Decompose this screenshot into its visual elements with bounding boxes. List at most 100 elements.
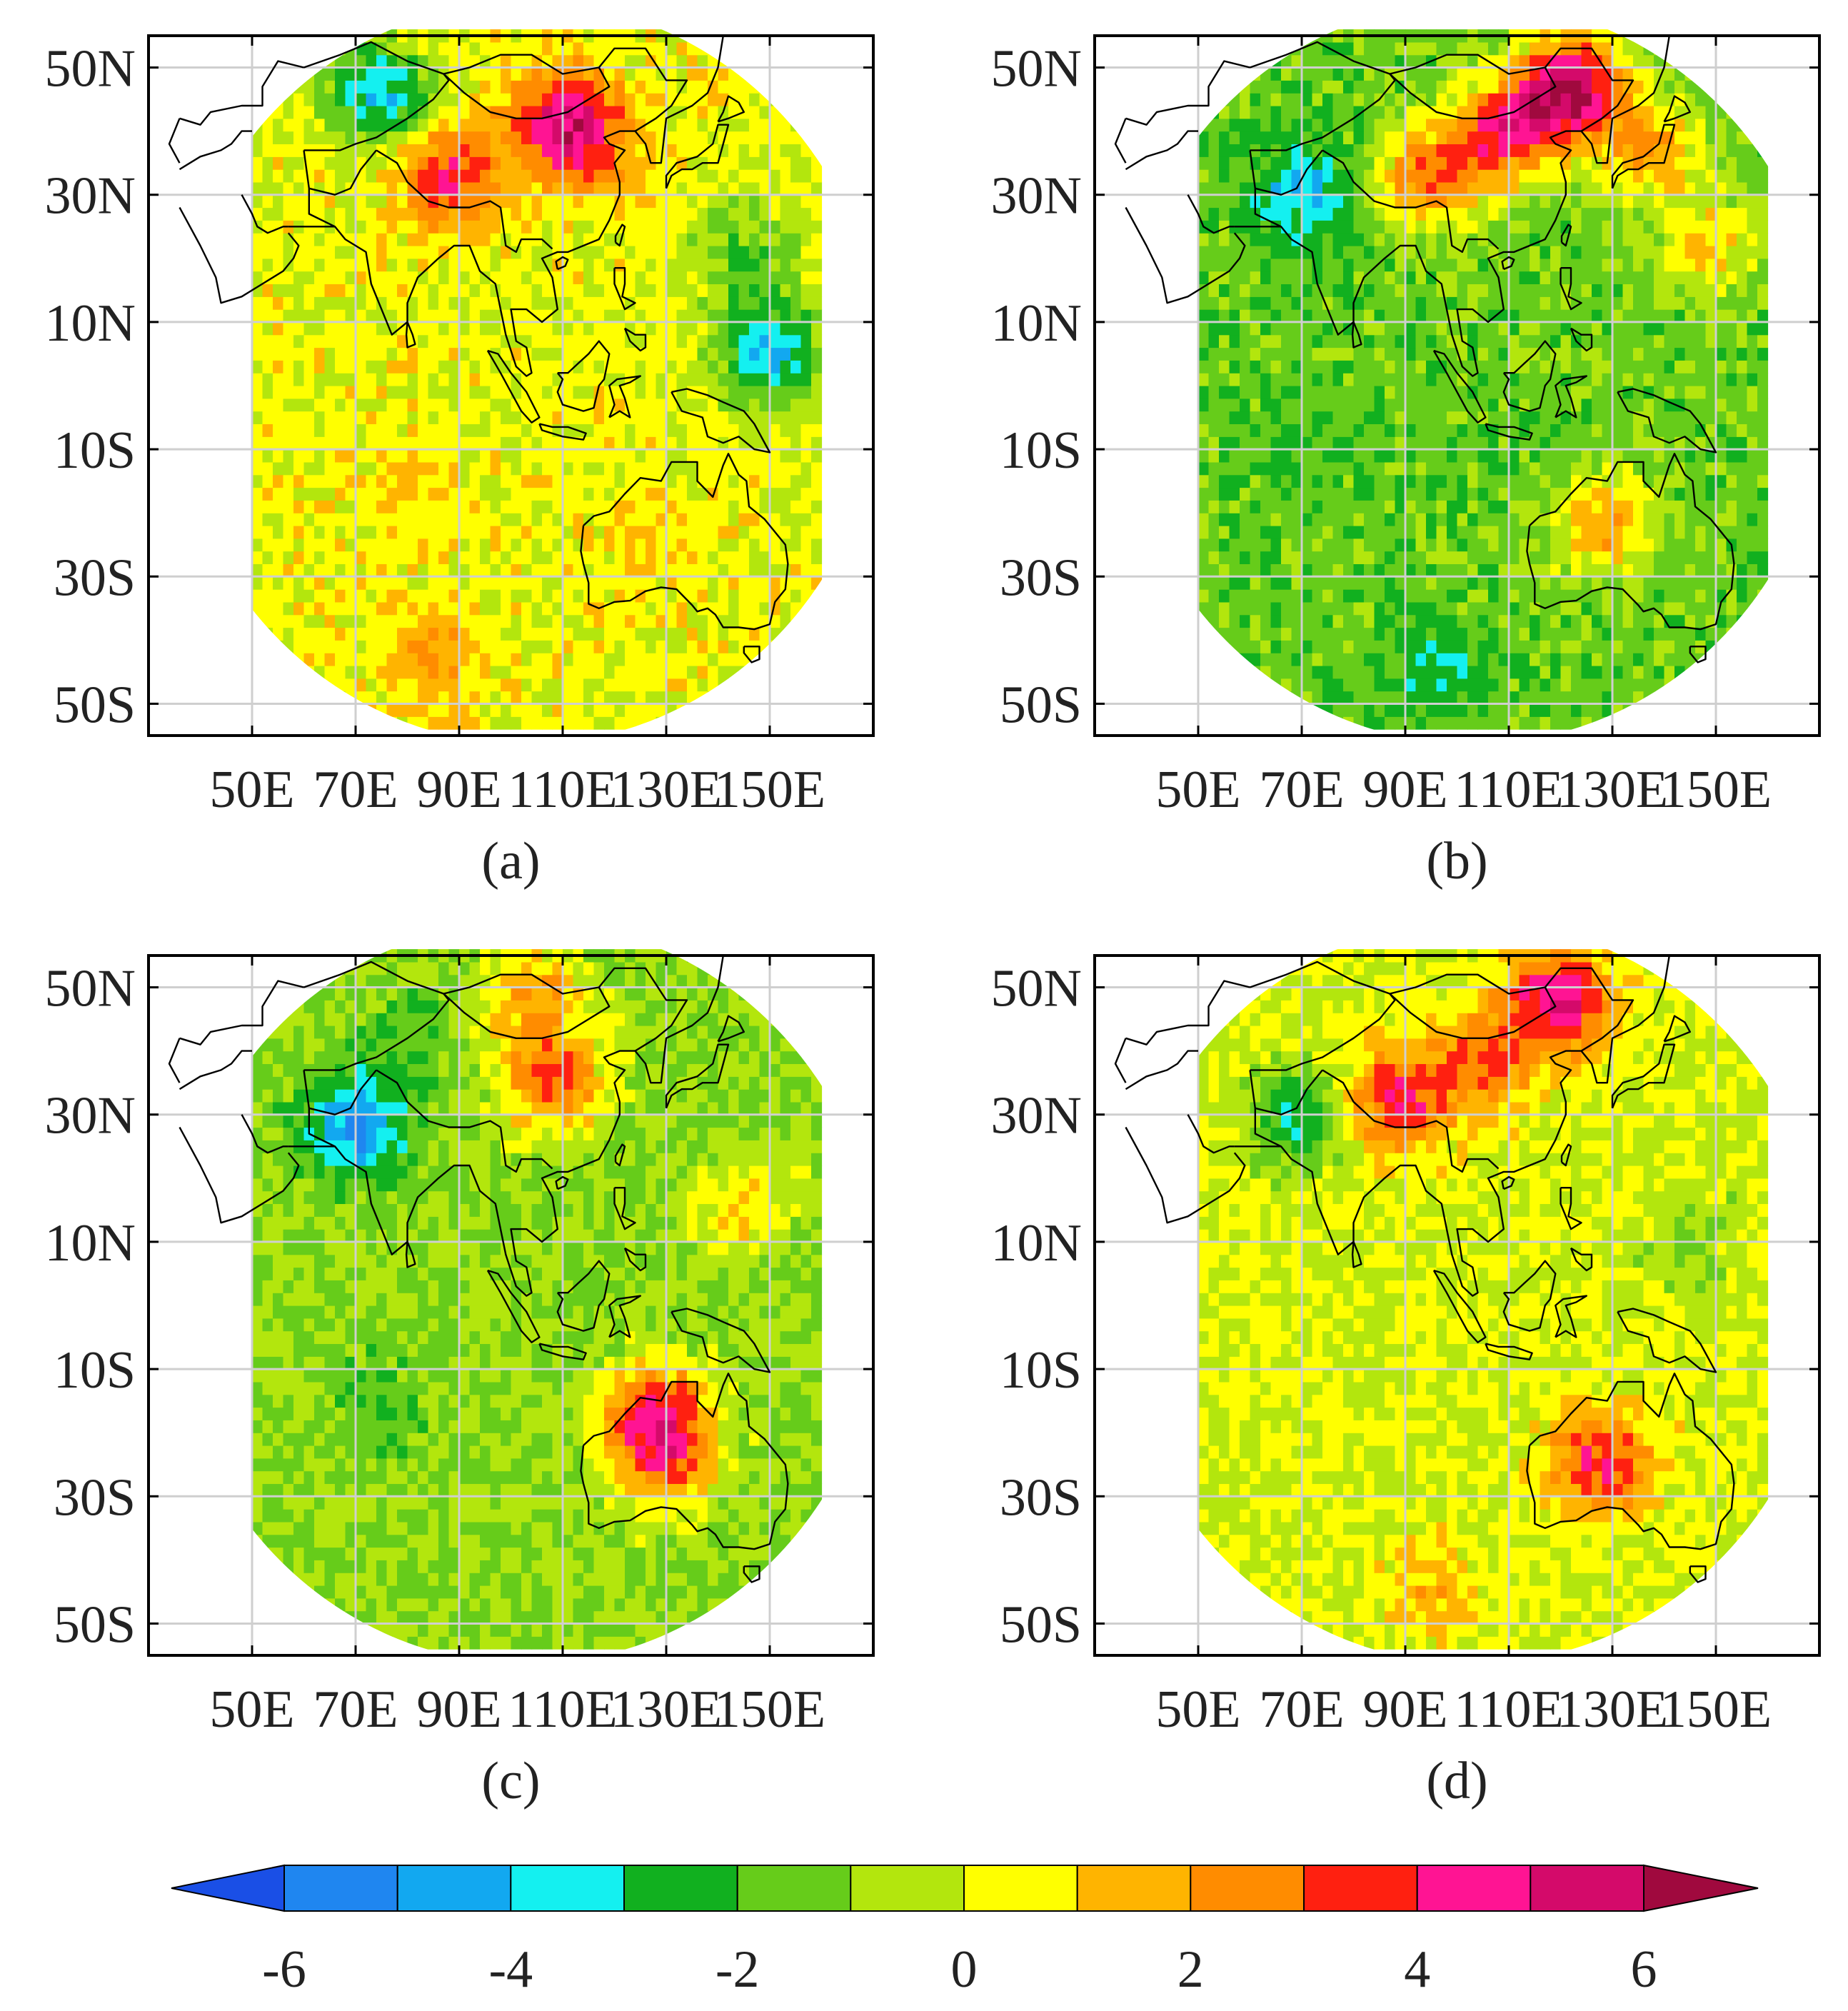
grid-cell xyxy=(1281,156,1292,170)
grid-cell xyxy=(531,653,543,666)
grid-cell xyxy=(604,703,616,717)
grid-cell xyxy=(646,106,657,119)
grid-cell xyxy=(1322,156,1334,170)
grid-cell xyxy=(1509,233,1520,246)
grid-cell xyxy=(1312,93,1323,106)
coastline xyxy=(376,149,553,254)
grid-cell xyxy=(324,93,336,106)
grid-cell xyxy=(1312,563,1323,577)
grid-cell xyxy=(490,93,501,106)
grid-cell xyxy=(563,373,574,386)
grid-cell xyxy=(1530,220,1541,234)
grid-cell xyxy=(1302,207,1313,221)
grid-cell xyxy=(1415,653,1427,666)
grid-cell xyxy=(1353,627,1365,641)
grid-cell xyxy=(356,80,367,94)
grid-cell xyxy=(1395,436,1406,450)
grid-cell xyxy=(438,106,450,119)
grid-cell xyxy=(521,271,533,284)
grid-cell xyxy=(1250,474,1261,488)
grid-cell xyxy=(749,449,760,463)
grid-cell xyxy=(738,589,750,603)
grid-cell xyxy=(1415,474,1427,488)
lat-tick-label: 50S xyxy=(54,676,136,734)
grid-cell xyxy=(563,461,574,476)
grid-cell xyxy=(480,589,491,603)
grid-cell xyxy=(1353,589,1365,603)
grid-cell xyxy=(397,589,408,603)
grid-cell xyxy=(1332,411,1344,424)
grid-cell xyxy=(531,207,543,221)
grid-cell xyxy=(1447,41,1458,56)
grid-cell xyxy=(345,309,356,323)
grid-cell xyxy=(480,538,491,552)
grid-cell xyxy=(1426,449,1437,463)
grid-cell xyxy=(1467,589,1479,603)
grid-cell xyxy=(1281,93,1292,106)
grid-cell xyxy=(1405,284,1417,297)
grid-cell xyxy=(542,563,553,577)
grid-cell xyxy=(1467,296,1479,310)
grid-cell xyxy=(770,474,781,488)
grid-cell xyxy=(521,156,533,170)
grid-cell xyxy=(1250,589,1261,603)
grid-cell xyxy=(811,194,823,209)
grid-cell xyxy=(1405,181,1417,196)
grid-cell xyxy=(480,334,491,348)
grid-cell xyxy=(614,563,626,577)
grid-cell xyxy=(687,296,698,310)
grid-cell xyxy=(728,614,740,628)
grid-cell xyxy=(418,373,429,386)
grid-cell xyxy=(1509,474,1520,488)
grid-cell xyxy=(303,360,315,373)
grid-cell xyxy=(656,436,667,450)
grid-cell xyxy=(1302,118,1313,132)
grid-cell xyxy=(1477,614,1489,628)
grid-cell xyxy=(407,258,418,272)
grid-cell xyxy=(1385,691,1396,704)
grid-cell xyxy=(448,54,460,69)
grid-cell xyxy=(407,487,418,501)
grid-cell xyxy=(563,526,574,539)
grid-cell xyxy=(356,233,367,246)
grid-cell xyxy=(1240,156,1251,170)
grid-cell xyxy=(800,258,812,272)
grid-cell xyxy=(1270,106,1282,119)
grid-cell xyxy=(656,207,667,221)
grid-cell xyxy=(1488,589,1500,603)
grid-cell xyxy=(407,526,418,539)
grid-cell xyxy=(1302,360,1313,373)
grid-cell xyxy=(1467,144,1479,157)
grid-cell xyxy=(646,614,657,628)
grid-cell xyxy=(708,284,719,297)
grid-cell xyxy=(490,144,501,157)
grid-cell xyxy=(511,271,522,284)
grid-cell xyxy=(273,296,284,310)
grid-cell xyxy=(687,653,698,666)
grid-cell xyxy=(1509,271,1520,284)
grid-cell xyxy=(666,321,678,336)
grid-cell xyxy=(1426,627,1437,641)
grid-cell xyxy=(407,589,418,603)
grid-cell xyxy=(656,80,667,94)
grid-cell xyxy=(593,551,605,564)
grid-cell xyxy=(293,436,305,450)
grid-cell xyxy=(1436,386,1447,399)
grid-cell xyxy=(459,334,471,348)
grid-cell xyxy=(749,526,760,539)
grid-cell xyxy=(511,449,522,463)
grid-cell xyxy=(1488,640,1500,653)
grid-cell xyxy=(1240,627,1251,641)
grid-cell xyxy=(1540,131,1551,144)
grid-cell xyxy=(800,271,812,284)
grid-cell xyxy=(480,144,491,157)
grid-cell xyxy=(1364,118,1375,132)
grid-cell xyxy=(780,386,791,399)
grid-cell xyxy=(1312,181,1323,196)
grid-cell xyxy=(428,80,439,94)
grid-cell xyxy=(770,131,781,144)
grid-cell xyxy=(697,551,708,564)
grid-cell xyxy=(303,334,315,348)
grid-cell xyxy=(1498,296,1510,310)
